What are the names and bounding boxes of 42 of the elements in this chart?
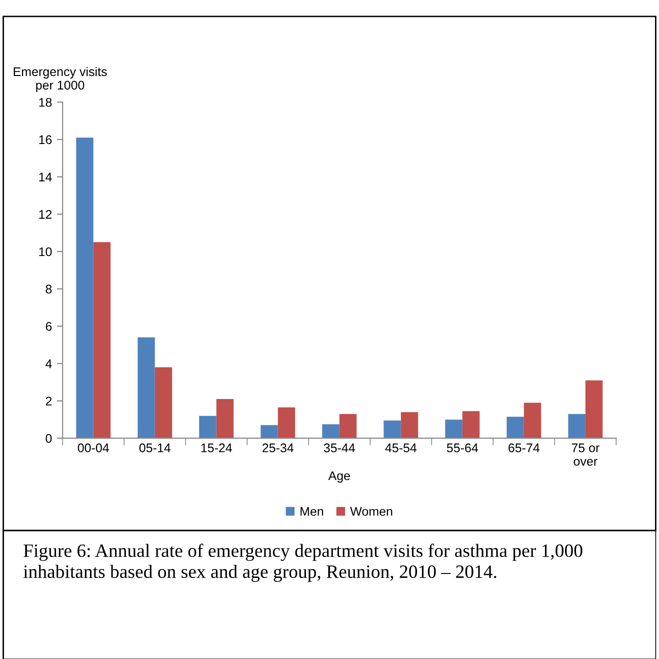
bar	[154, 367, 172, 438]
bar	[278, 407, 296, 438]
x-axis-title: Age	[328, 471, 350, 483]
x-tick-label: 05-14	[139, 443, 170, 452]
x-tick-label: 45-54	[385, 444, 417, 452]
y-tick-label: 16	[39, 135, 52, 144]
y-tick-label: 18	[39, 98, 52, 107]
y-tick-label: 12	[39, 210, 52, 219]
x-tick-label: 65-74	[508, 443, 540, 452]
bar	[260, 425, 278, 438]
y-tick-label: 10	[39, 247, 52, 256]
y-tick-label: 14	[39, 172, 52, 182]
bar	[524, 402, 542, 438]
y-tick-label: 6	[46, 322, 52, 331]
bar	[76, 138, 94, 438]
x-tick-label: 15-24	[201, 443, 232, 452]
bar	[506, 416, 524, 438]
bar	[568, 414, 586, 438]
y-tick-label: 2	[46, 396, 52, 406]
bar	[199, 416, 216, 438]
y-tick-label: 0	[46, 434, 52, 443]
legend-label: Men	[300, 507, 324, 516]
y-axis-title: Emergency visits per 1000	[14, 66, 107, 92]
x-tick-label: 00-04	[78, 443, 109, 452]
legend-label: Women	[350, 507, 392, 516]
bar	[339, 414, 357, 438]
bar	[322, 424, 340, 438]
y-tick-label: 4	[46, 359, 52, 368]
bar	[585, 380, 603, 438]
caption: Figure 6: Annual rate of emergency department visits for asthma per 1,000 inhabitants based on sex and age group, Reunion, 2010 – 2014.	[23, 544, 582, 582]
bar	[445, 420, 462, 438]
bar	[93, 242, 111, 438]
bar	[138, 337, 155, 438]
x-tick-label: 75 or over	[572, 444, 600, 466]
bar	[462, 411, 480, 438]
x-tick-label: 25-34	[262, 443, 294, 452]
y-tick-label: 8	[46, 284, 52, 294]
bar	[400, 412, 418, 438]
bar	[384, 420, 401, 438]
x-tick-label: 35-44	[324, 443, 356, 452]
bar	[216, 399, 234, 438]
x-tick-label: 55-64	[446, 443, 478, 452]
